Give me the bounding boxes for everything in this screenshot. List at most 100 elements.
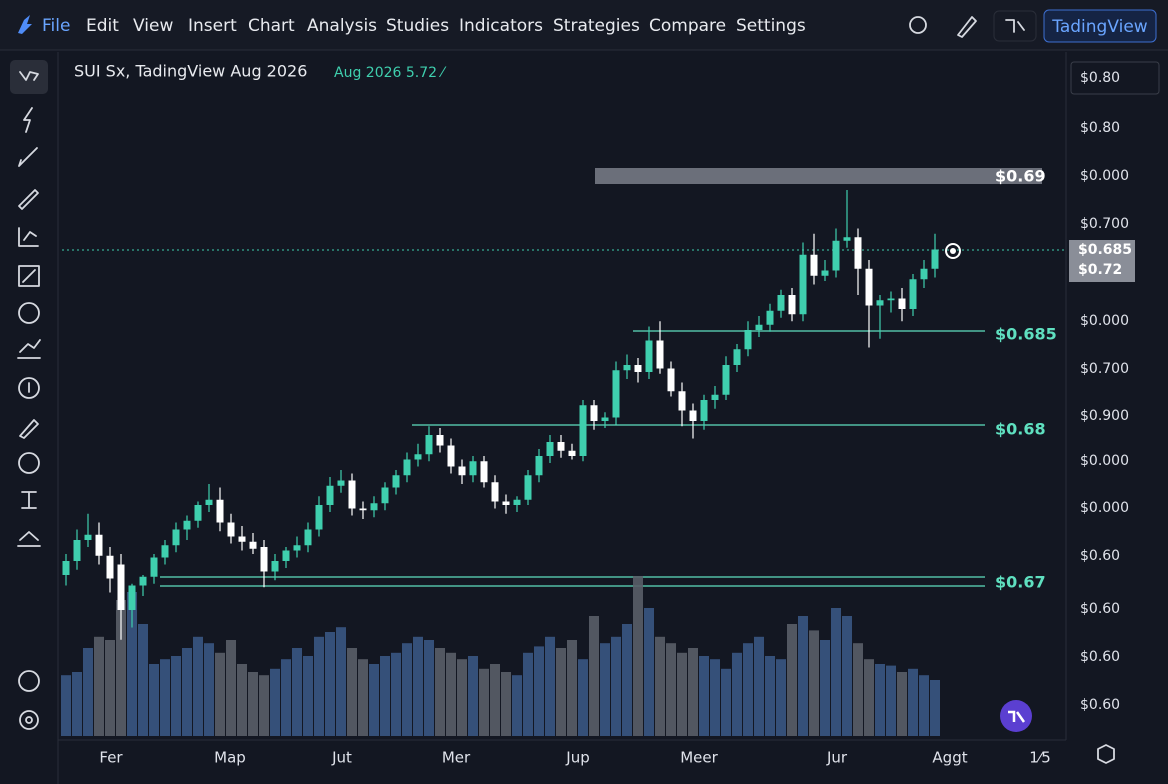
volume-bar	[325, 632, 335, 736]
symbol-info: Aug 2026 5.72 ⁄	[334, 65, 446, 81]
candle-body	[546, 442, 554, 456]
menu-item[interactable]: Studies	[386, 16, 449, 36]
candle-body	[447, 445, 455, 467]
candle-body	[227, 522, 235, 537]
tool-icon[interactable]	[18, 147, 38, 167]
icon-button[interactable]	[993, 10, 1037, 42]
settings-icon	[25, 716, 33, 724]
candle-body	[876, 300, 884, 306]
candle-body	[282, 550, 290, 561]
volume-bar	[281, 659, 291, 736]
price-scale-label: $0.000	[1080, 453, 1129, 469]
icon	[1005, 19, 1025, 33]
candle-body	[216, 499, 224, 523]
volume-bar	[479, 668, 489, 736]
tool-icon[interactable]	[18, 302, 40, 324]
level-label: $0.685	[995, 325, 1057, 344]
candle-body	[194, 505, 202, 521]
candle-body	[744, 330, 752, 350]
candle-body	[700, 400, 708, 421]
tool-icon[interactable]	[18, 377, 40, 399]
tool-icon[interactable]	[18, 189, 39, 210]
menu-item[interactable]: Strategies	[553, 16, 640, 36]
tool-icon[interactable]	[17, 531, 41, 547]
price-scale-label: $0.700	[1080, 361, 1129, 377]
candle-body	[205, 499, 213, 505]
volume-bar	[182, 648, 192, 736]
x-axis-label: Fer	[99, 749, 123, 767]
brand-button[interactable]	[1043, 9, 1157, 43]
x-axis-label: Jur	[826, 749, 848, 767]
menu-item[interactable]: Compare	[649, 16, 726, 36]
candles	[62, 190, 939, 640]
x-axis-label: Map	[214, 749, 246, 767]
menu-item[interactable]: Analysis	[307, 16, 377, 36]
volume-bar	[545, 636, 555, 736]
candle-body	[150, 557, 158, 577]
volume-bar	[160, 659, 170, 736]
candle-body	[854, 237, 862, 269]
tool-icon[interactable]	[18, 265, 40, 287]
menu-item[interactable]: Settings	[736, 16, 806, 36]
tool-icon[interactable]	[19, 419, 39, 439]
menu-item[interactable]: Edit	[86, 16, 119, 36]
current-price-box	[1069, 240, 1135, 282]
level-label: $0.67	[995, 573, 1046, 592]
candle-body	[579, 405, 587, 456]
volume-bar	[215, 652, 225, 736]
candle-body	[612, 370, 620, 418]
volume-bar	[589, 616, 599, 736]
volume-bar	[908, 668, 918, 736]
menu-item[interactable]: File	[42, 16, 70, 36]
x-axis-label: Jut	[331, 749, 352, 767]
volume-bar	[534, 646, 544, 736]
volume-bar	[490, 664, 500, 736]
tool-icon[interactable]	[23, 107, 33, 133]
tool-icon[interactable]	[18, 670, 40, 692]
volume-bar	[61, 675, 71, 736]
volume-bar	[897, 672, 907, 736]
x-axis-label: Jup	[565, 749, 589, 767]
settings-icon[interactable]	[19, 710, 39, 730]
volume-bar	[765, 656, 775, 736]
candle-body	[161, 545, 169, 558]
menu-item[interactable]: Chart	[248, 16, 295, 36]
candle-body	[95, 534, 103, 556]
volume-bar	[424, 640, 434, 736]
tool-icon[interactable]	[21, 491, 37, 509]
candle-body	[304, 529, 312, 546]
tool-icon[interactable]	[22, 269, 36, 283]
candle-body	[183, 520, 191, 530]
candle-body	[909, 279, 917, 309]
volume-bar	[358, 659, 368, 736]
candle-body	[722, 365, 730, 395]
volume-bar	[622, 624, 632, 736]
candle-body	[678, 391, 686, 411]
candle-body	[436, 435, 444, 446]
candle-body	[128, 585, 136, 610]
price-scale-label: $0.000	[1080, 313, 1129, 329]
menu-item[interactable]: View	[133, 16, 173, 36]
settings-icon[interactable]	[1097, 744, 1115, 764]
volume-bar	[94, 636, 104, 736]
tool-icon	[19, 71, 39, 81]
candle-body	[920, 268, 928, 280]
menu-item[interactable]: Insert	[188, 16, 237, 36]
menu-item[interactable]: Indicators	[459, 16, 543, 36]
candle-body	[843, 237, 851, 241]
tool-icon[interactable]	[18, 227, 39, 247]
price-scale-label: $0.700	[1080, 216, 1129, 232]
candle-body	[238, 536, 246, 542]
candle-body	[689, 410, 697, 421]
tool-button[interactable]	[10, 60, 48, 94]
tool-icon[interactable]	[18, 452, 40, 474]
left-toolbar	[10, 52, 59, 784]
volume-bar	[446, 652, 456, 736]
tool-icon[interactable]	[17, 339, 41, 359]
volume-bar	[644, 608, 654, 736]
candle-body	[414, 454, 422, 460]
candle-body	[788, 295, 796, 315]
price-scale-label: $0.60	[1080, 697, 1120, 713]
price-scale-label: $0.60	[1080, 649, 1120, 665]
